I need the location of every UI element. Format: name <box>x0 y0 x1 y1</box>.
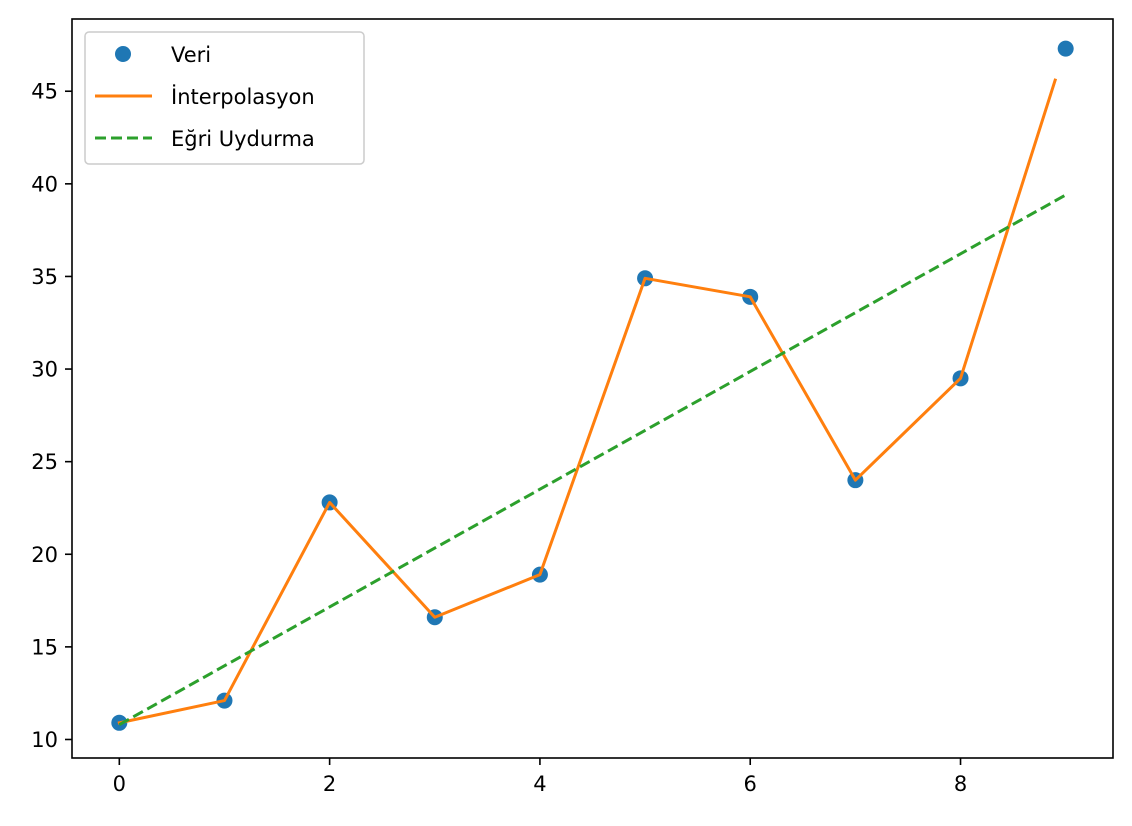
data-point <box>1057 40 1074 57</box>
fit-line <box>118 193 1067 726</box>
y-tick-label: 10 <box>31 728 58 752</box>
legend-label: Eğri Uydurma <box>171 127 315 151</box>
y-tick-label: 25 <box>31 450 58 474</box>
x-tick-label: 8 <box>954 772 967 796</box>
axes-layer: 0 2 4 6 8 10 15 20 25 30 35 40 45 <box>31 18 1114 796</box>
legend-marker <box>115 46 131 62</box>
interpolation-line <box>117 78 1058 725</box>
y-tick-label: 30 <box>31 358 58 382</box>
legend: Veri İnterpolasyon Eğri Uydurma <box>84 31 365 165</box>
x-tick-label: 0 <box>113 772 126 796</box>
y-tick-label: 20 <box>31 543 58 567</box>
y-tick-label: 15 <box>31 635 58 659</box>
y-tick-label: 45 <box>31 80 58 104</box>
marks-layer <box>111 40 1074 731</box>
legend-box <box>84 31 365 165</box>
x-tick-label: 2 <box>323 772 336 796</box>
x-tick-label: 6 <box>744 772 757 796</box>
x-tick-label: 4 <box>533 772 546 796</box>
y-tick-label: 35 <box>31 265 58 289</box>
legend-label: İnterpolasyon <box>171 84 315 109</box>
y-tick-label: 40 <box>31 172 58 196</box>
axes-frame <box>71 18 1114 759</box>
legend-label: Veri <box>171 43 211 67</box>
